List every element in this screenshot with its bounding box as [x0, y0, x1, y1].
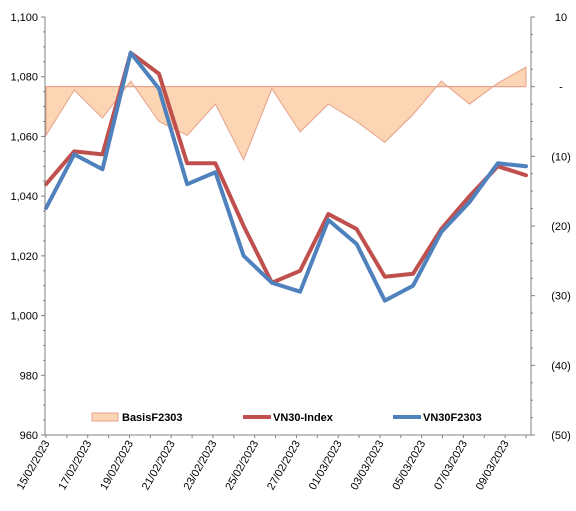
x-tick-label: 15/02/2023: [15, 439, 53, 493]
right-tick-label: 10: [555, 12, 567, 24]
left-tick-label: 960: [20, 430, 38, 442]
left-tick-label: 1,100: [10, 12, 38, 24]
right-axis: (50) (40) (30) (20) (10) - 10: [530, 12, 571, 442]
basisf2303-legend-swatch: [91, 412, 119, 422]
vn30-index-legend-label: VN30-Index: [273, 412, 334, 424]
left-tick-label: 1,060: [10, 131, 38, 143]
left-tick-label: 1,020: [10, 251, 38, 263]
right-tick-label: (30): [551, 291, 571, 303]
x-tick-label: 01/03/2023: [307, 439, 345, 493]
x-tick-label: 07/03/2023: [432, 439, 470, 493]
right-tick-label: (20): [551, 221, 571, 233]
right-tick-label: -: [559, 82, 563, 94]
legend: BasisF2303 VN30-Index VN30F2303: [91, 412, 482, 424]
x-axis: 15/02/2023 17/02/2023 19/02/2023 21/02/2023…: [15, 434, 531, 493]
right-tick-label: (10): [551, 151, 571, 163]
x-tick-label: 05/03/2023: [390, 439, 428, 493]
x-tick-label: 25/02/2023: [223, 439, 261, 493]
right-tick-label: (40): [551, 360, 571, 372]
x-tick-label: 21/02/2023: [140, 439, 178, 493]
right-tick-label: (50): [551, 430, 571, 442]
x-tick-label: 27/02/2023: [265, 439, 303, 493]
basisf2303-legend-label: BasisF2303: [122, 412, 183, 424]
vn30f2303-legend-label: VN30F2303: [423, 412, 482, 424]
plot-area: [44, 50, 528, 303]
left-tick-label: 1,040: [10, 191, 38, 203]
vn30f2303-line: [44, 50, 528, 303]
left-tick-label: 980: [20, 370, 38, 382]
x-tick-label: 09/03/2023: [474, 439, 512, 493]
x-tick-label: 19/02/2023: [98, 439, 136, 493]
left-axis: 960 980 1,000 1,020 1,040 1,060 1,080 1,100: [10, 12, 46, 442]
left-tick-label: 1,080: [10, 72, 38, 84]
x-tick-label: 17/02/2023: [56, 439, 94, 493]
left-tick-label: 1,000: [10, 311, 38, 323]
x-tick-label: 03/03/2023: [349, 439, 387, 493]
x-tick-label: 23/02/2023: [182, 439, 220, 493]
